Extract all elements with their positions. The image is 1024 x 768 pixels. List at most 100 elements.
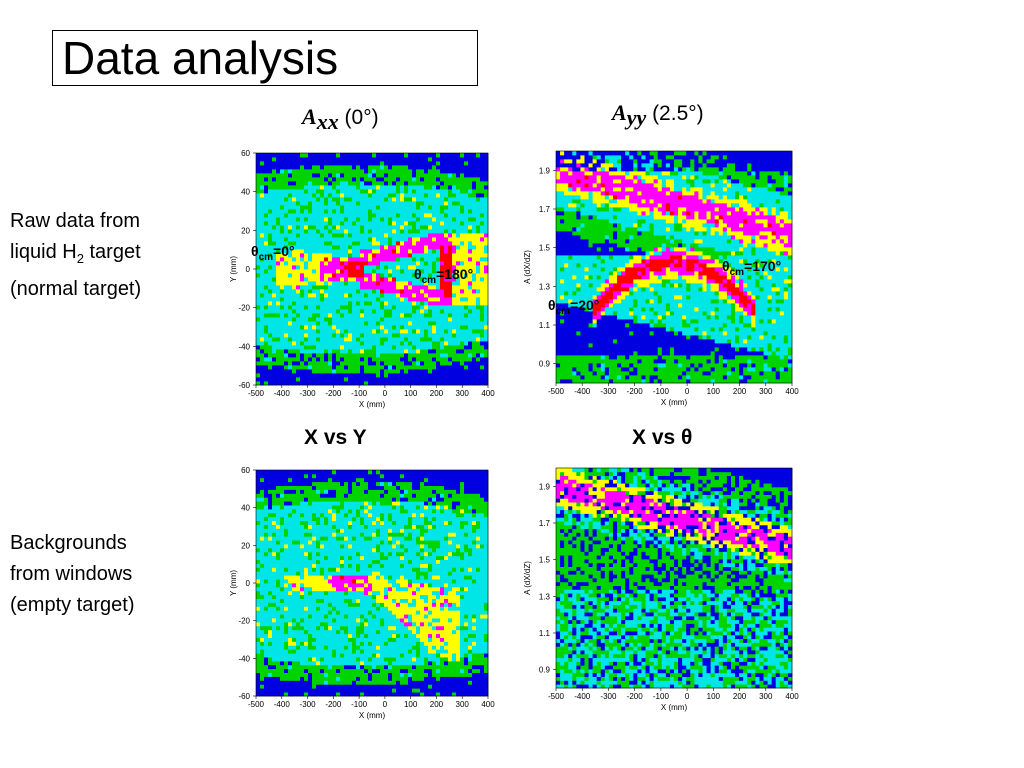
heatmap-cell (641, 251, 646, 256)
heatmap-cell (264, 241, 269, 246)
heatmap-cell (304, 177, 309, 182)
heatmap-cell (608, 223, 614, 228)
heatmap-cell (328, 321, 333, 326)
heatmap-cell (356, 181, 361, 186)
heatmap-cell (588, 379, 594, 384)
heatmap-cell (312, 217, 317, 222)
heatmap-cell (580, 219, 585, 224)
heatmap-cell (264, 345, 269, 350)
heatmap-cell (440, 325, 445, 330)
heatmap-cell (404, 313, 409, 318)
heatmap-cell (376, 353, 381, 358)
heatmap-cell (436, 225, 441, 230)
heatmap-cell (284, 305, 289, 310)
heatmap-cell (657, 283, 663, 288)
heatmap-cell (456, 165, 461, 170)
heatmap-cell (268, 193, 273, 198)
heatmap-cell (580, 239, 585, 244)
heatmap-cell (617, 299, 622, 304)
heatmap-cell (336, 277, 341, 282)
heatmap-cell (448, 361, 453, 366)
heatmap-cell (332, 269, 337, 274)
heatmap-cell (649, 179, 655, 184)
heatmap-cell (404, 293, 409, 298)
heatmap-cell (344, 177, 349, 182)
heatmap-cell (400, 373, 405, 378)
heatmap-cell (653, 351, 659, 356)
heatmap-cell (633, 351, 638, 356)
heatmap-cell (661, 267, 667, 272)
heatmap-cell (364, 265, 369, 270)
heatmap-cell (472, 217, 477, 222)
heatmap-cell (268, 373, 273, 378)
heatmap-cell (264, 381, 269, 386)
heatmap-cell (452, 353, 457, 358)
heatmap-cell (392, 345, 397, 350)
heatmap-cell (580, 167, 585, 172)
heatmap-cell (629, 355, 634, 360)
heatmap-cell (392, 213, 397, 218)
heatmap-cell (288, 201, 293, 206)
heatmap-cell (360, 341, 365, 346)
heatmap-cell (416, 293, 421, 298)
heatmap-cell (584, 151, 589, 156)
heatmap-cell (480, 177, 485, 182)
heatmap-cell (661, 207, 667, 212)
heatmap-cell (604, 255, 610, 260)
heatmap-cell (576, 295, 581, 300)
heatmap-cell (452, 289, 457, 294)
heatmap-cell (408, 161, 413, 166)
heatmap-cell (336, 245, 341, 250)
heatmap-cell (625, 319, 630, 324)
heatmap-cell (344, 237, 349, 242)
heatmap-cell (625, 271, 630, 276)
heatmap-cell (432, 285, 437, 290)
heatmap-cell (404, 205, 409, 210)
heatmap-cell (368, 277, 373, 282)
heatmap-cell (476, 369, 481, 374)
heatmap-cell (629, 315, 634, 320)
heatmap-cell (276, 237, 281, 242)
heatmap-cell (604, 319, 610, 324)
heatmap-cell (352, 345, 357, 350)
heatmap-cell (568, 351, 573, 356)
heatmap-cell (629, 211, 634, 216)
heatmap-cell (637, 379, 642, 384)
heatmap-cell (368, 353, 373, 358)
heatmap-cell (424, 269, 429, 274)
heatmap-cell (416, 381, 421, 386)
heatmap-cell (328, 325, 333, 330)
heatmap-cell (653, 307, 659, 312)
heatmap-cell (404, 277, 409, 282)
heatmap-cell (304, 373, 309, 378)
heatmap-cell (340, 197, 345, 202)
heatmap-cell (649, 303, 655, 308)
heatmap-cell (340, 257, 345, 262)
heatmap-cell (376, 317, 381, 322)
heatmap-cell (584, 279, 589, 284)
heatmap-cell (580, 303, 585, 308)
heatmap-cell (308, 265, 313, 270)
heatmap-cell (641, 175, 646, 180)
heatmap-cell (456, 173, 461, 178)
heatmap-cell (564, 315, 569, 320)
heatmap-cell (452, 165, 457, 170)
heatmap-cell (304, 293, 309, 298)
heatmap-cell (380, 257, 385, 262)
heatmap-cell (637, 239, 642, 244)
heatmap-cell (332, 249, 337, 254)
heatmap-cell (468, 325, 473, 330)
heatmap-cell (621, 235, 626, 240)
heatmap-cell (320, 337, 325, 342)
heatmap-cell (645, 239, 650, 244)
heatmap-cell (284, 321, 289, 326)
heatmap-cell (332, 261, 337, 266)
heatmap-cell (428, 189, 433, 194)
heatmap-cell (408, 305, 413, 310)
heatmap-cell (428, 225, 433, 230)
heatmap-cell (408, 321, 413, 326)
x-tick-label: -300 (300, 389, 317, 398)
heatmap-cell (584, 283, 589, 288)
heatmap-cell (584, 351, 589, 356)
heatmap-cell (308, 217, 313, 222)
